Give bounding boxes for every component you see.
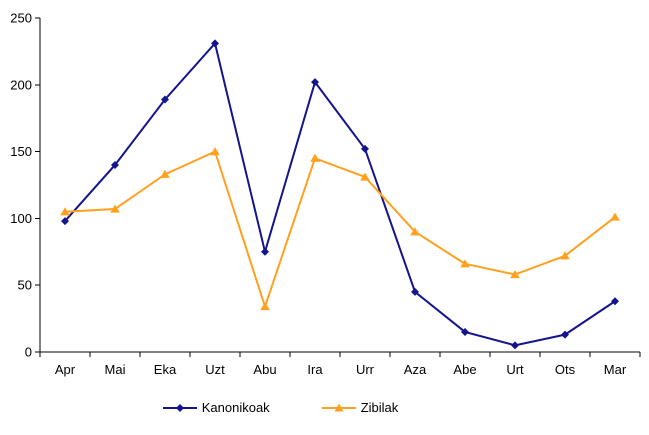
diamond-marker [61, 217, 69, 226]
y-tick-label: 250 [10, 11, 32, 26]
x-category-label: Apr [55, 362, 76, 377]
diamond-marker [211, 39, 219, 48]
triangle-up-marker [410, 227, 420, 236]
legend: Kanonikoak Zibilak [0, 400, 605, 415]
x-category-label: Ots [555, 362, 576, 377]
triangle-up-marker [460, 259, 470, 268]
x-category-label: Abu [253, 362, 276, 377]
x-category-label: Aza [404, 362, 427, 377]
triangle-line-marker-icon [321, 403, 356, 411]
diamond-marker [361, 144, 369, 153]
x-category-label: Eka [154, 362, 177, 377]
triangle-up-marker [610, 212, 620, 221]
diamond-marker [411, 287, 419, 296]
diamond-marker [511, 341, 519, 350]
triangle-up-marker [560, 251, 570, 260]
series-kanonikoak [61, 39, 619, 350]
x-category-label: Uzt [205, 362, 225, 377]
diamond-marker [161, 95, 169, 104]
triangle-up-marker [160, 169, 170, 178]
y-tick-label: 0 [25, 345, 32, 360]
diamond-marker [261, 247, 269, 256]
series-line [64, 41, 616, 347]
triangle-up-marker [310, 153, 320, 162]
diamond-marker [461, 327, 469, 336]
plot-area: 0 50 100 150 200 250 Apr Mai Eka Uzt Abu Ira Urr Aza A… [10, 11, 641, 377]
legend-item-zibilak: Zibilak [321, 400, 399, 415]
y-tick-label: 50 [18, 278, 32, 293]
legend-item-kanonikoak: Kanonikoak [162, 400, 270, 415]
x-category-label: Mar [604, 362, 627, 377]
legend-label-zibilak: Zibilak [360, 400, 399, 415]
y-tick-label: 200 [10, 77, 32, 92]
legend-label-kanonikoak: Kanonikoak [201, 400, 270, 415]
y-tick-label: 100 [10, 211, 32, 226]
triangle-up-marker [510, 270, 520, 279]
diamond-marker [561, 330, 569, 339]
diamond-marker [311, 78, 319, 87]
triangle-up-marker [360, 172, 370, 181]
triangle-up-marker [110, 204, 120, 213]
triangle-up-marker [60, 207, 70, 216]
diamond-marker [611, 297, 619, 306]
y-tick-label: 150 [10, 144, 32, 159]
x-category-label: Ira [307, 362, 323, 377]
diamond-marker [111, 160, 119, 169]
x-category-label: Mai [105, 362, 126, 377]
diamond-line-marker-icon [162, 403, 197, 412]
triangle-up-marker [260, 302, 270, 311]
x-category-label: Urr [356, 362, 375, 377]
series-line [64, 150, 616, 310]
x-category-label: Urt [506, 362, 524, 377]
x-category-label: Abe [453, 362, 476, 377]
triangle-up-marker [210, 147, 220, 156]
series-zibilak [60, 147, 620, 311]
